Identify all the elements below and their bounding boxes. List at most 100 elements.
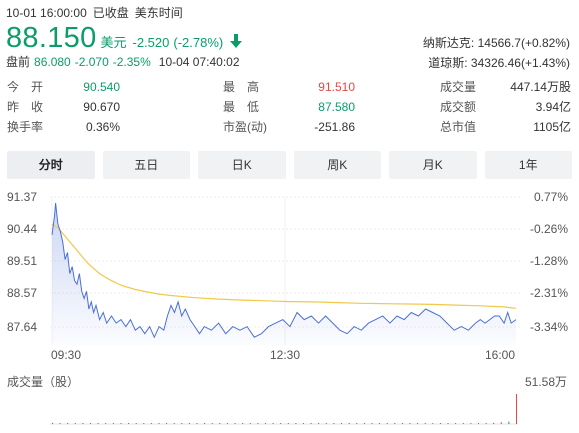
y-tick-label: 88.57 [7,286,37,300]
status-line: 10-01 16:00:00 已收盘 美东时间 [6,4,189,21]
premarket-label: 盘前 [6,55,31,69]
volume-bar [439,423,441,424]
avg-price-line [51,223,517,309]
volume-bar [432,423,434,424]
stat-value: 0.36% [85,120,120,134]
market-status: 已收盘 [92,6,129,20]
premarket-time: 10-04 07:40:02 [158,55,240,69]
chart-period-tabs: 分时 五日 日K 周K 月K 1年 [7,151,572,179]
tab-monthly-k[interactable]: 月K [389,151,477,179]
volume-bar [204,423,206,424]
y-tick-pct-label: -1.28% [530,254,568,268]
premarket-change-pct: -2.35% [112,55,151,69]
volume-bar [356,423,358,424]
index-nasdaq[interactable]: 纳斯达克: 14566.7(+0.82%) [423,34,570,51]
volume-bar [249,423,251,424]
x-tick-label: 09:30 [51,348,81,362]
stat-value: 87.580 [318,100,355,114]
tab-1year[interactable]: 1年 [484,151,572,179]
volume-bar [394,423,396,424]
index-name: 道琼斯: [428,56,468,70]
volume-bar [470,423,472,424]
volume-bar [97,423,99,424]
currency: 美元 [100,35,127,50]
volume-bar [348,423,350,424]
volume-bar [417,423,419,424]
stat-high: 最 高 91.510 [223,78,355,96]
stat-label: 最 低 [223,100,260,114]
volume-bar [265,423,266,424]
volume-bar [508,421,510,424]
volume-bar [196,423,198,424]
volume-bar [219,423,221,424]
stat-open: 今 开 90.540 [7,78,120,96]
volume-bar [52,422,53,424]
volume-bar [516,394,517,424]
last-price: 88.150 [6,22,97,54]
volume-bar [303,423,304,424]
stat-value: 90.670 [83,100,120,114]
x-tick-label: 12:30 [270,348,300,362]
tab-intraday[interactable]: 分时 [7,151,95,179]
premarket-row: 盘前 86.080 -2.070 -2.35% 10-04 07:40:02 [6,53,240,70]
index-dow[interactable]: 道琼斯: 34326.46(+1.43%) [428,54,570,71]
stat-value: -251.86 [314,120,355,134]
volume-bar [257,423,259,424]
stat-value: 447.14万股 [510,80,571,94]
y-tick-label: 89.51 [7,254,37,268]
volume-bar [128,423,130,424]
volume-bar [234,423,236,424]
tab-5day[interactable]: 五日 [102,151,190,179]
volume-bar [112,423,114,424]
tab-weekly-k[interactable]: 周K [293,151,381,179]
stat-value: 90.540 [83,80,120,94]
volume-bar [424,423,426,424]
intraday-chart[interactable]: 91.37 0.77% 90.44 -0.26% 89.51 -1.28% 88.57 -2.… [0,185,579,370]
stat-label: 总市值 [440,120,477,134]
volume-bar [272,423,274,424]
volume-bar [455,423,457,424]
stat-value: 1105亿 [533,120,571,134]
y-tick-label: 87.64 [7,320,37,334]
y-tick-pct-label: -3.34% [530,320,568,334]
volume-bar [409,423,411,424]
tab-daily-k[interactable]: 日K [198,151,286,179]
stat-value: 91.510 [318,80,355,94]
volume-title: 成交量（股） [7,375,80,389]
volume-bar [386,423,388,424]
price-change: -2.520 [132,35,170,50]
volume-bar [158,423,160,424]
volume-bar [242,423,244,424]
volume-bar [150,423,152,424]
y-tick-pct-label: -2.31% [530,286,568,300]
volume-bar [500,422,502,424]
volume-chart[interactable] [0,388,579,428]
volume-bar [462,423,464,424]
volume-bar [287,423,289,424]
stat-label: 换手率 [7,120,44,134]
y-tick-label: 91.37 [7,190,37,204]
volume-bar [120,423,122,424]
stat-label: 昨 收 [7,100,44,114]
premarket-change: -2.070 [74,55,109,69]
stat-turnover: 换手率 0.36% [7,118,120,136]
volume-bar [280,423,282,424]
volume-bar [379,423,381,424]
down-arrow-icon [230,34,243,48]
volume-bar [166,423,168,424]
volume-bar [227,423,228,424]
volume-bar [90,423,91,424]
stat-label: 今 开 [7,80,44,94]
volume-bar [188,423,190,424]
volume-bar [485,423,487,424]
stat-value: 3.94亿 [535,100,571,114]
stat-low: 最 低 87.580 [223,98,355,116]
stat-label: 市盈(动) [223,120,267,134]
premarket-price: 86.080 [34,55,71,69]
stat-label: 最 高 [223,80,260,94]
stat-label: 成交额 [440,100,477,114]
y-tick-pct-label: -0.26% [530,222,568,236]
volume-bar [333,423,335,424]
stat-amount: 成交额 3.94亿 [440,98,571,116]
volume-bar [82,423,84,424]
